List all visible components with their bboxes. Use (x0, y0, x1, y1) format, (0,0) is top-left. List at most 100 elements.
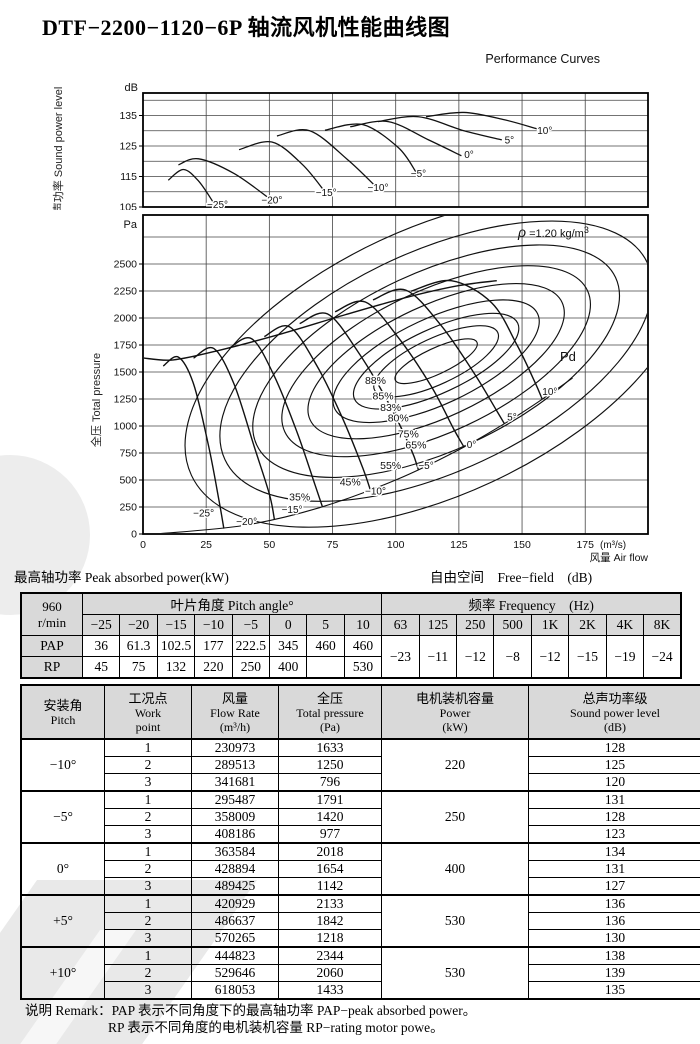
sound-curve-10° (425, 111, 538, 130)
sound-curve-−5° (324, 123, 417, 173)
y-tick-label: 1500 (114, 367, 138, 379)
curve-label: 45% (340, 476, 361, 488)
curve-label: −25° (193, 509, 214, 520)
sound-level-cell: 134 (528, 842, 700, 861)
col-header: 风量 Flow Rate (m³/h) (191, 684, 279, 740)
total-pressure-cell: 1633 (278, 738, 382, 757)
operating-points-table: 安装角 Pitch 工况点 Work point 风量 Flow Rate (m³/h) 全压 T… (20, 684, 700, 1000)
page-subtitle: Performance Curves (485, 52, 600, 66)
pressure-curve-−25° (162, 355, 225, 529)
pressure-curve-−15° (228, 337, 324, 508)
x-tick-label: 125 (450, 539, 468, 551)
curve-label: 88% (365, 375, 386, 387)
freq-value-cell: −24 (643, 635, 682, 679)
sound-level-cell: 131 (528, 860, 700, 878)
freq-col-header: 63 (381, 614, 420, 636)
work-point-cell: 1 (104, 842, 192, 861)
freq-value-cell: −8 (493, 635, 532, 679)
sound-level-cell: 135 (528, 981, 700, 1000)
efficiency-ring-85% (373, 325, 500, 398)
remark: 说明 Remark：PAP 表示不同角度下的最高轴功率 PAP−peak abs… (25, 1002, 476, 1036)
efficiency-ring-45% (219, 220, 647, 502)
flow-rate-cell: 570265 (191, 929, 279, 948)
work-point-cell: 1 (104, 738, 192, 757)
y-tick-label: 2250 (114, 286, 138, 298)
curve-label: −10° (368, 183, 389, 194)
peak-power-caption: 最高轴功率 Peak absorbed power(kW) (14, 570, 229, 585)
freq-value-cell: −19 (605, 635, 645, 679)
pitch-cell: +5° (20, 894, 105, 948)
air-density-annotation: ρ =1.20 kg/m3 (517, 224, 589, 240)
remark-line1: 说明 Remark：PAP 表示不同角度下的最高轴功率 PAP−peak abs… (25, 1003, 477, 1018)
remark-line2: RP 表示不同角度的电机装机容量 RP−rating motor powe。 (108, 1020, 444, 1035)
y-tick-label: 0 (131, 529, 137, 541)
curve-label: 75% (398, 429, 419, 441)
x-axis-unit: (m³/s) (600, 540, 626, 551)
pressure-curve-−20° (193, 346, 276, 520)
flow-rate-cell: 420929 (191, 894, 279, 913)
curve-label: 10° (537, 126, 552, 137)
plot-border (142, 214, 649, 535)
x-tick-label: 150 (513, 539, 531, 551)
value-cell: 75 (119, 656, 158, 679)
fan-curves (144, 279, 573, 533)
peak-power-table: 960 r/min 叶片角度 Pitch angle° 频率 Frequency (H… (20, 592, 682, 679)
sound-level-cell: 127 (528, 877, 700, 896)
col-header: 全压 Total pressure (Pa) (278, 684, 382, 740)
pressure-curve-5° (372, 288, 505, 424)
efficiency-ring-88% (394, 338, 478, 385)
y-axis-title: 全压 Total pressure (89, 353, 103, 447)
curve-label: −25° (207, 200, 228, 210)
power-cell: 530 (381, 894, 529, 948)
col-header: 电机装机容量 Power (kW) (381, 684, 529, 740)
y-tick-label: 750 (119, 448, 137, 460)
value-cell (306, 656, 345, 679)
sound-curve-−20° (178, 157, 270, 199)
sound-curve-−15° (238, 140, 326, 193)
flow-rate-cell: 358009 (191, 808, 279, 826)
sound-level-cell: 123 (528, 825, 700, 844)
pitch-cell: −5° (20, 790, 105, 844)
value-cell: 177 (194, 635, 233, 657)
sound-curve-5° (377, 115, 502, 141)
work-point-cell: 2 (104, 964, 192, 982)
total-pressure-cell: 1420 (278, 808, 382, 826)
power-cell: 530 (381, 946, 529, 1000)
value-cell: 132 (156, 656, 196, 679)
work-point-cell: 1 (104, 946, 192, 965)
value-cell: 36 (81, 635, 121, 657)
pitch-col-header: −25 (81, 614, 121, 636)
work-point-cell: 3 (104, 929, 192, 948)
sound-curve-−10° (276, 129, 376, 187)
pressure-curve-−10° (263, 325, 372, 491)
value-cell: 220 (194, 656, 233, 679)
curve-label: −15° (282, 505, 303, 516)
pressure-curve-0° (334, 300, 465, 448)
value-cell: 45 (81, 656, 121, 679)
work-point-cell: 3 (104, 981, 192, 1000)
x-tick-label: 50 (264, 539, 276, 551)
y-tick-label: 500 (119, 475, 137, 487)
y-tick-label: 1750 (114, 340, 138, 352)
freq-col-header: 4K (605, 614, 645, 636)
total-pressure-cell: 2344 (278, 946, 382, 965)
grid (143, 93, 648, 207)
sound-level-cell: 128 (528, 738, 700, 757)
total-pressure-cell: 796 (278, 773, 382, 792)
work-point-cell: 3 (104, 773, 192, 792)
total-pressure-cell: 1842 (278, 912, 382, 930)
value-cell: 530 (343, 656, 383, 679)
pitch-angle-group-header: 叶片角度 Pitch angle° (81, 592, 383, 615)
curve-label: −10° (365, 487, 386, 498)
curve-label: −20° (236, 517, 257, 528)
y-tick-label: 250 (119, 502, 137, 514)
total-pressure-cell: 1142 (278, 877, 382, 896)
y-tick-label: 115 (120, 171, 137, 183)
power-cell: 220 (381, 738, 529, 792)
col-header: 工况点 Work point (104, 684, 192, 740)
value-cell: 222.5 (231, 635, 271, 657)
freq-value-cell: −23 (381, 635, 420, 679)
sound-level-cell: 136 (528, 894, 700, 913)
pitch-col-header: −15 (156, 614, 196, 636)
pitch-cell: 0° (20, 842, 105, 896)
